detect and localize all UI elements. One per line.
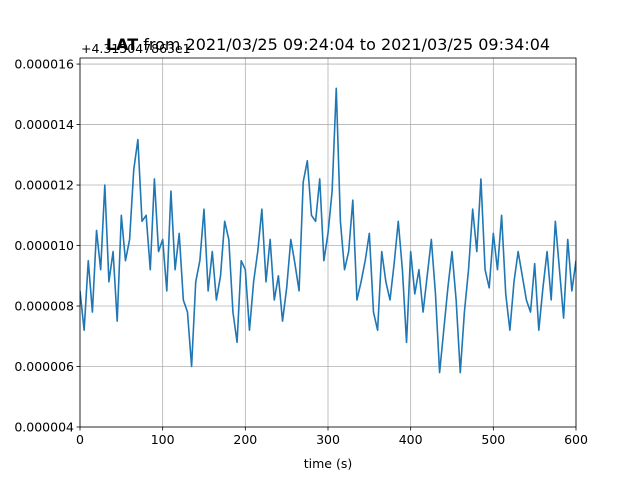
x-tick-label: 200 — [233, 432, 257, 447]
y-offset-label: +4.315047863e1 — [81, 41, 191, 56]
y-tick-label: 0.000016 — [14, 57, 74, 72]
chart-title: LAT from 2021/03/25 09:24:04 to 2021/03/… — [106, 35, 550, 54]
plot-area — [80, 87, 576, 374]
x-tick-label: 300 — [316, 432, 340, 447]
y-tick-label: 0.000004 — [14, 420, 74, 435]
y-tick-label: 0.000008 — [14, 299, 74, 314]
chart-title-bold: LAT — [106, 35, 138, 54]
y-tick-label: 0.000012 — [14, 178, 74, 193]
y-tick-label: 0.000006 — [14, 359, 74, 374]
x-axis-label: time (s) — [304, 456, 352, 471]
series-line — [80, 87, 576, 374]
x-tick-label: 500 — [481, 432, 505, 447]
x-tick-label: 600 — [564, 432, 588, 447]
x-tick-label: 0 — [76, 432, 84, 447]
chart-title-rest: from 2021/03/25 09:24:04 to 2021/03/25 0… — [138, 35, 550, 54]
x-tick-label: 400 — [399, 432, 423, 447]
x-tick-label: 100 — [151, 432, 175, 447]
y-axis: 0.000004 0.000006 0.000008 0.000010 0.000012… — [14, 57, 80, 435]
y-tick-label: 0.000010 — [14, 238, 74, 253]
x-axis: 0 100 200 300 400 500 600 — [76, 427, 588, 447]
y-tick-label: 0.000014 — [14, 117, 74, 132]
